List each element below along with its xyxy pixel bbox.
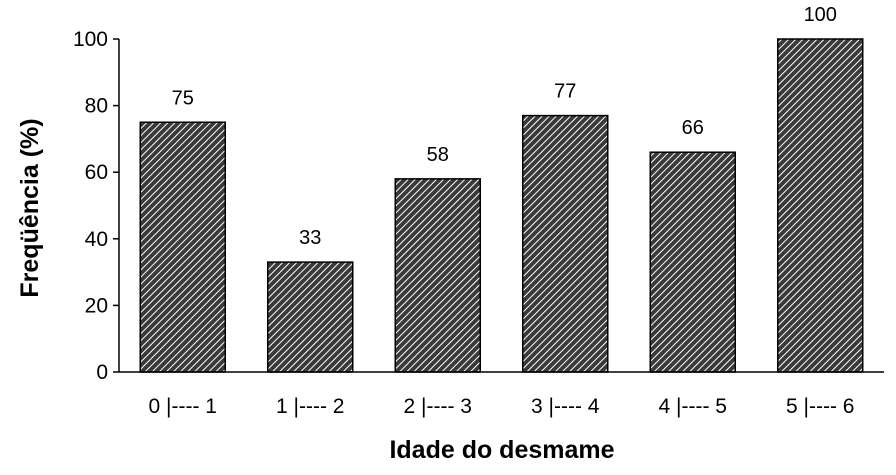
x-categories-group: 0 |---- 1 1 |---- 2 2 |---- 3 3 |---- 4 4 |-… (149, 395, 855, 418)
x-category-label: 1 |---- 2 (276, 395, 344, 418)
x-category-label: 3 |---- 4 (531, 395, 600, 418)
x-category-label: 0 |---- 1 (149, 395, 217, 418)
y-tick-label: 80 (85, 95, 108, 118)
x-category-label: 5 |---- 6 (786, 395, 854, 418)
data-labels-group: 75 33 58 77 66 100 (172, 4, 837, 249)
bar (522, 114, 609, 373)
y-tick-label: 40 (85, 228, 108, 251)
data-label: 100 (804, 4, 837, 26)
data-label: 66 (682, 117, 704, 139)
bar (777, 38, 864, 373)
y-tick-label: 60 (85, 161, 108, 184)
y-tick-label: 0 (96, 361, 108, 384)
data-label: 58 (427, 144, 449, 166)
data-label: 75 (172, 87, 194, 109)
y-tick-label: 100 (73, 28, 108, 51)
x-category-label: 4 |---- 5 (659, 395, 727, 418)
x-category-label: 2 |---- 3 (404, 395, 472, 418)
bar (394, 178, 481, 373)
bars-group (139, 38, 864, 373)
bar (649, 151, 736, 373)
y-tick-label: 20 (85, 294, 108, 317)
data-label: 77 (554, 81, 576, 103)
y-axis-title: Freqüência (%) (16, 118, 44, 297)
y-ticks-group: 0 20 40 60 80 100 (73, 28, 119, 384)
x-axis-title: Idade do desmame (389, 436, 614, 464)
bar (139, 121, 226, 373)
bar (267, 261, 354, 373)
data-label: 33 (299, 227, 321, 249)
axes-group (118, 39, 884, 373)
